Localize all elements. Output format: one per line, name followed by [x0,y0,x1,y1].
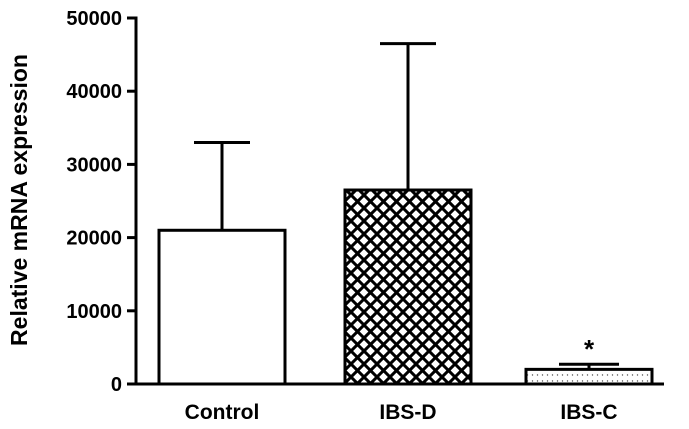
annotations: * [584,334,595,364]
y-tick-label: 0 [111,374,122,396]
bar-control [157,228,287,386]
bars [157,188,654,386]
y-tick-label: 10000 [66,301,122,323]
error-bars [194,42,619,370]
x-tick-label: IBS-D [379,401,436,424]
y-tick-label: 30000 [66,154,122,176]
x-tick-labels: Control IBS-D IBS-C [185,401,618,424]
bar-ibs-d [343,188,473,386]
y-axis-title: Relative mRNA expression [6,54,32,346]
x-tick-label: IBS-C [560,401,617,424]
significance-asterisk: * [584,334,595,364]
bar-ibs-c [524,367,654,386]
y-tick-label: 20000 [66,228,122,250]
y-tick-labels: 0 10000 20000 30000 40000 50000 [66,8,122,396]
y-tick-label: 50000 [66,8,122,30]
x-tick-label: Control [185,401,260,424]
y-tick-label: 40000 [66,81,122,103]
